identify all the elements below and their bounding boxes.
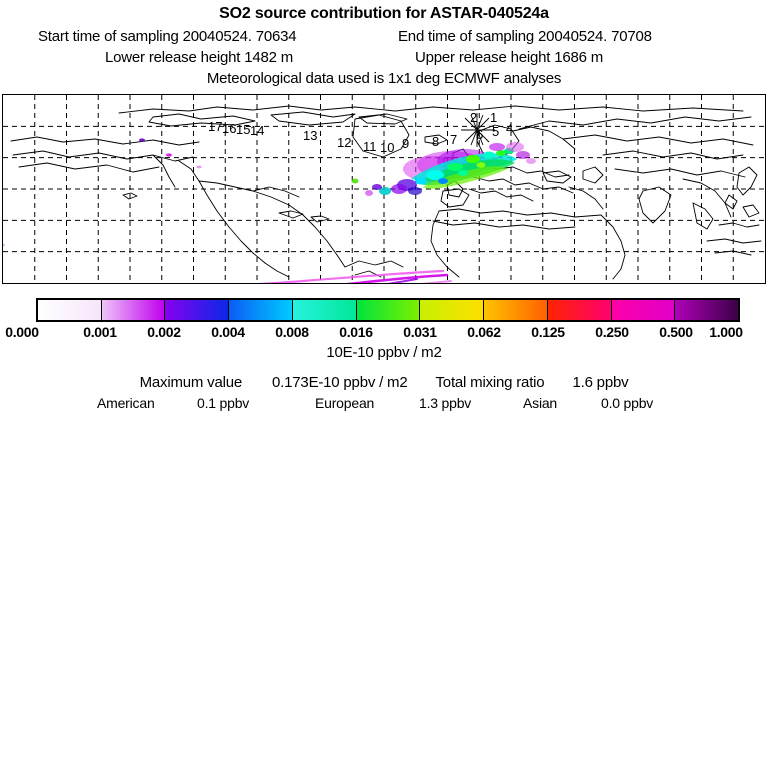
trajectory-hour-label: 4 [506,121,513,136]
trajectory-hour-label: 13 [303,128,317,143]
met-data-row: Meteorological data used is 1x1 deg ECMW… [0,68,768,89]
maximum-value-text: 0.173E-10 ppbv / m2 [272,374,408,391]
colorbar-segment [292,300,357,320]
release-height-row: Lower release height 1482 m Upper releas… [0,47,768,68]
colorbar [36,298,740,322]
header-block: SO2 source contribution for ASTAR-040524… [0,0,768,89]
region-label-asian: Asian [523,395,558,411]
plume-core-layer [3,138,536,247]
colorbar-tick: 0.125 [531,324,565,340]
total-mixing-ratio-label: Total mixing ratio [435,374,545,391]
colorbar-unit-label: 10E-10 ppbv / m2 [326,344,442,361]
colorbar-segment [675,300,739,320]
release-point-marker [461,113,495,147]
colorbar-tick: 0.001 [83,324,117,340]
sampling-time-row: Start time of sampling 20040524. 70634 E… [0,26,768,47]
region-value-asian: 0.0 ppbv [601,395,654,411]
colorbar-segment [420,300,485,320]
trajectory-hour-label: 8 [432,134,439,149]
trajectory-hour-label: 15 [236,122,250,137]
colorbar-segment [229,300,293,320]
regional-contributions-row: American 0.1 ppbv European 1.3 ppbv Asia… [0,393,768,413]
trajectory-hour-label: 5 [492,124,499,139]
trajectory-hour-label: 1 [490,110,497,125]
start-time-text: Start time of sampling 20040524. 70634 [38,28,297,45]
world-map-panel: 17 16 15 14 13 12 11 10 9 8 7 6 5 4 2 1 [2,94,766,284]
lower-release-height-text: Lower release height 1482 m [105,49,294,66]
plume-atlantic-layer [259,269,452,283]
coastline-layer [10,105,762,280]
trajectory-hour-label: 14 [250,123,264,138]
trajectory-label-layer: 17 16 15 14 13 12 11 10 9 8 7 6 5 4 2 1 [208,110,513,155]
trajectory-hour-label: 11 [363,139,377,154]
colorbar-segment [611,300,676,320]
trajectory-hour-label: 17 [208,119,222,134]
colorbar-tick: 0.002 [147,324,181,340]
trajectory-hour-label: 12 [337,135,351,150]
met-data-text: Meteorological data used is 1x1 deg ECMW… [206,70,562,87]
colorbar-segment [165,300,230,320]
statistics-block: Maximum value 0.173E-10 ppbv / m2 Total … [0,372,768,413]
colorbar-segment [101,300,166,320]
colorbar-segment [547,300,612,320]
colorbar-segment [38,300,102,320]
colorbar-tick: 0.250 [595,324,629,340]
colorbar-tick: 0.004 [211,324,245,340]
colorbar-tick: 0.016 [339,324,373,340]
region-value-american: 0.1 ppbv [197,395,250,411]
colorbar-tick: 0.008 [275,324,309,340]
trajectory-hour-label: 6 [476,127,483,142]
colorbar-tick: 0.500 [659,324,693,340]
trajectory-hour-label: 9 [402,136,409,151]
upper-release-height-text: Upper release height 1686 m [415,49,604,66]
colorbar-tick: 0.031 [403,324,437,340]
maximum-value-label: Maximum value [139,374,243,391]
page-title: SO2 source contribution for ASTAR-040524… [219,5,549,22]
trajectory-hour-label: 10 [380,140,394,155]
colorbar-tick: 1.000 [709,324,743,340]
colorbar-block: 0.000 0.001 0.002 0.004 0.008 0.016 0.031 0.062… [0,298,768,368]
colorbar-segment [356,300,421,320]
colorbar-tick: 0.062 [467,324,501,340]
trajectory-hour-label: 7 [450,132,457,147]
region-value-european: 1.3 ppbv [419,395,472,411]
colorbar-tick-labels: 0.000 0.001 0.002 0.004 0.008 0.016 0.031 0.062… [0,324,768,342]
region-label-american: American [97,395,155,411]
total-mixing-ratio-value: 1.6 ppbv [572,374,629,391]
trajectory-hour-label: 2 [470,110,477,125]
colorbar-tick: 0.000 [5,324,39,340]
map-canvas: 17 16 15 14 13 12 11 10 9 8 7 6 5 4 2 1 [3,95,765,283]
max-and-total-row: Maximum value 0.173E-10 ppbv / m2 Total … [0,372,768,393]
end-time-text: End time of sampling 20040524. 70708 [398,28,652,45]
colorbar-segment [484,300,548,320]
region-label-european: European [315,395,375,411]
trajectory-hour-label: 16 [222,121,236,136]
